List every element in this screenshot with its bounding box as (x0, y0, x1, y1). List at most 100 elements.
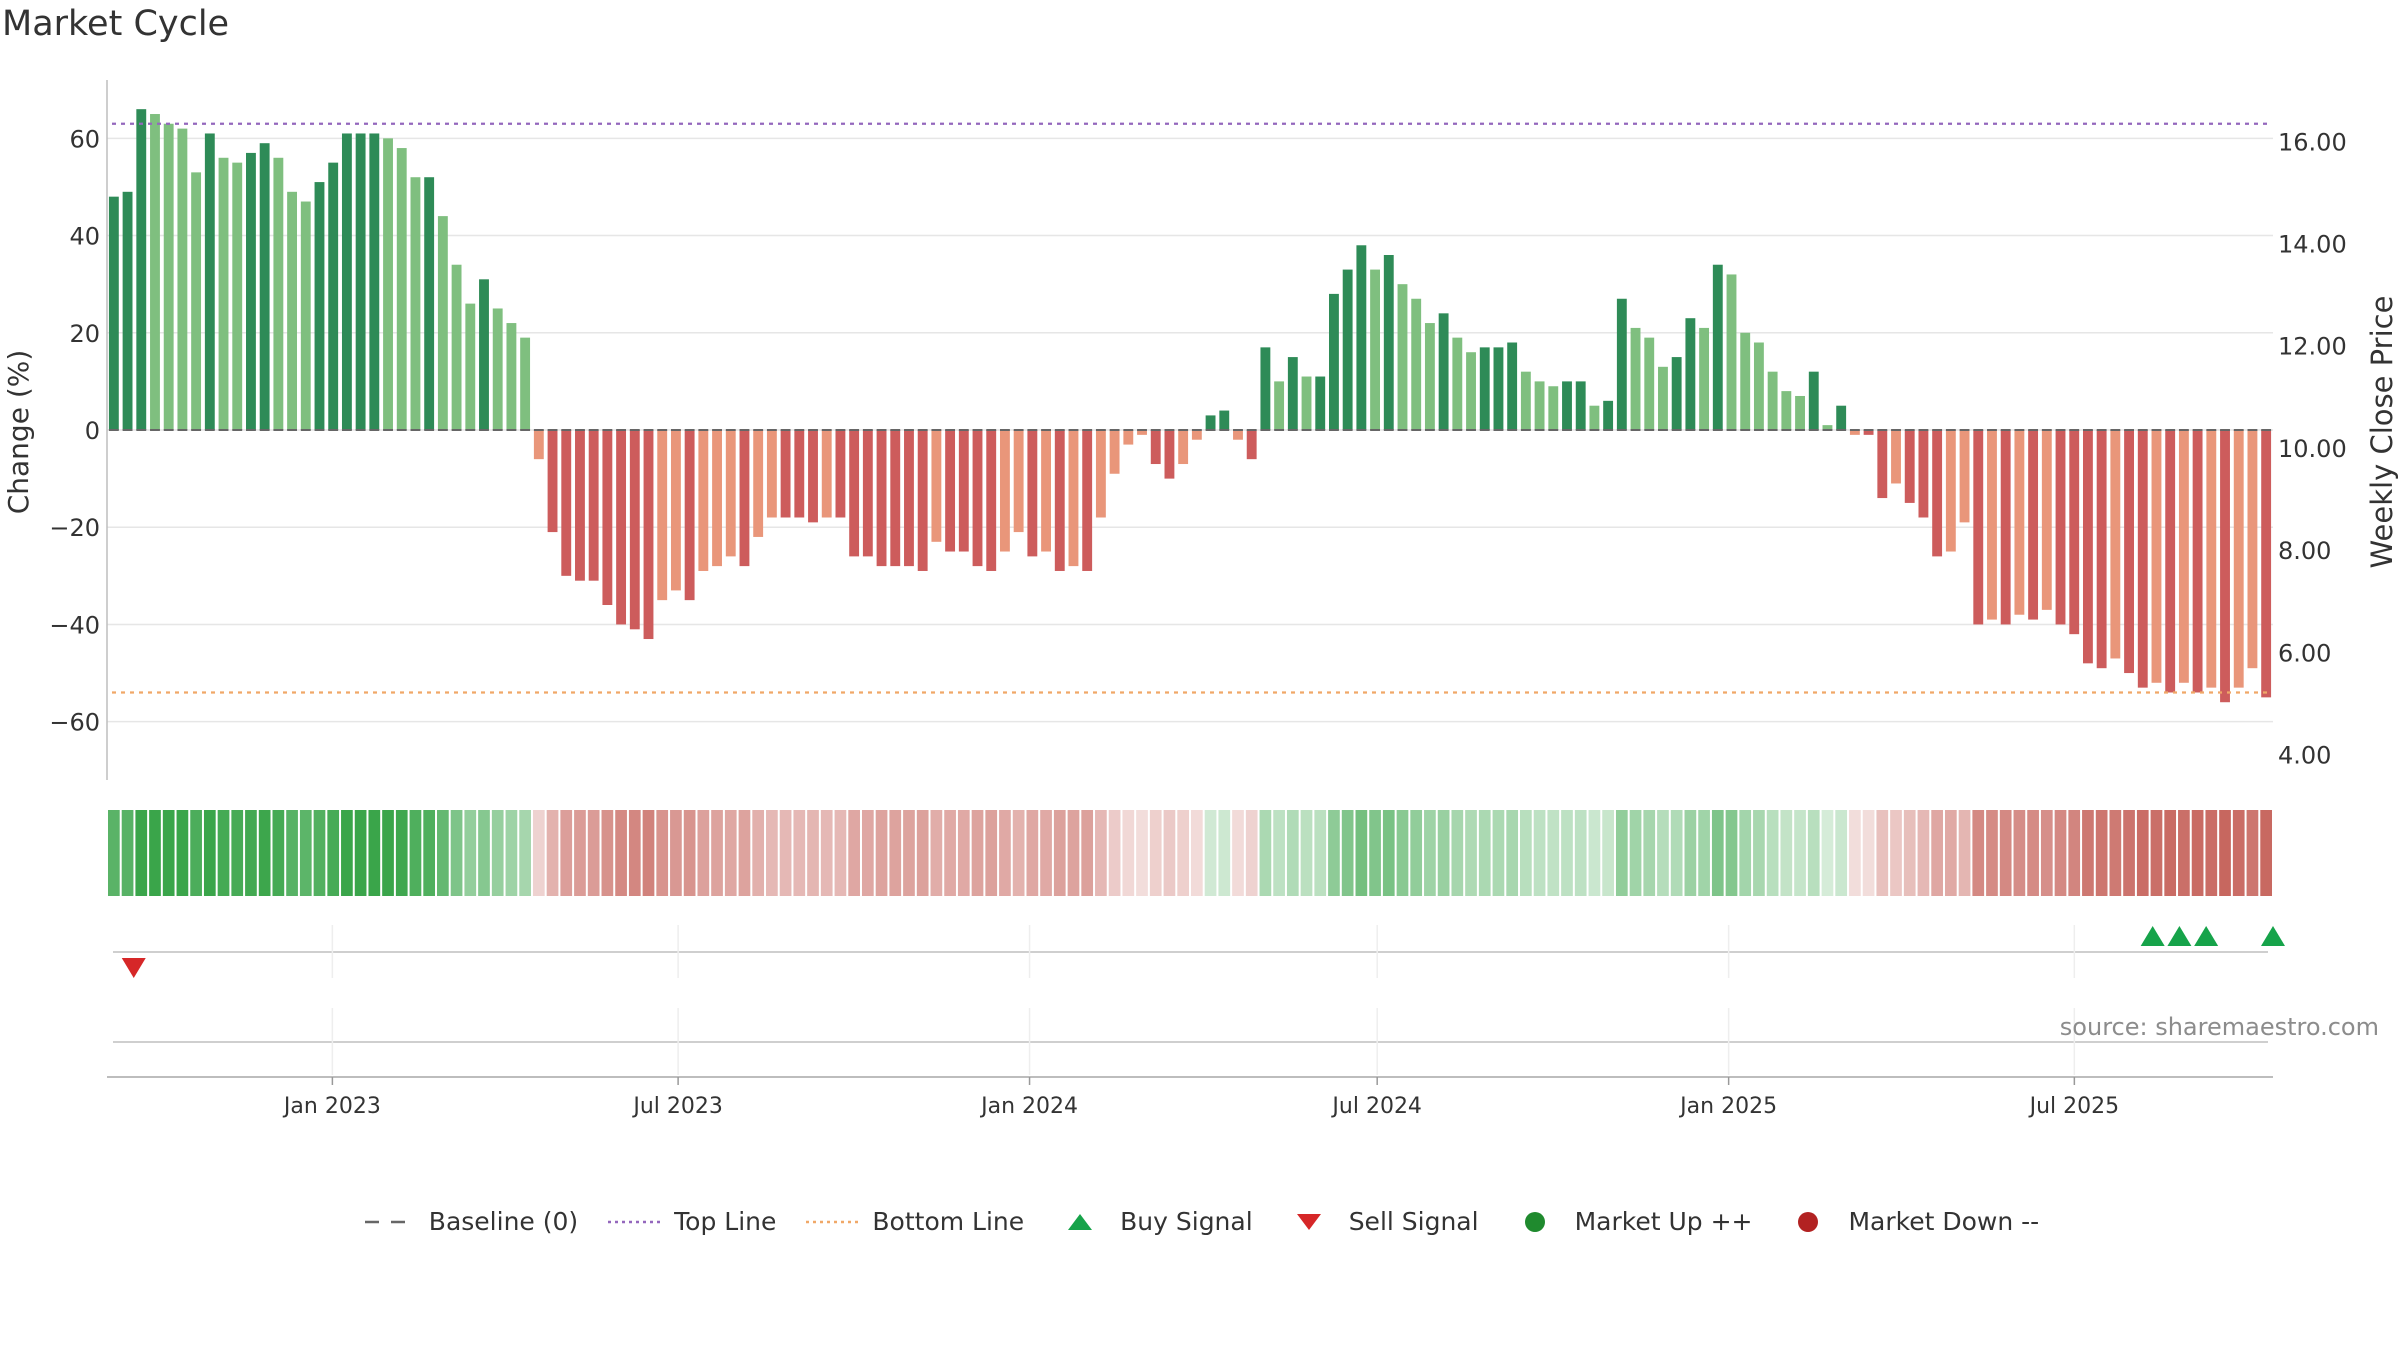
heat-cell (354, 810, 367, 896)
bar (122, 191, 133, 430)
bar (506, 323, 517, 430)
heat-cell (1177, 810, 1189, 896)
bar (1699, 327, 1710, 430)
heat-cell (711, 810, 723, 896)
heat-cell (1259, 810, 1272, 896)
heat-cell (889, 810, 902, 896)
heat-cell (2260, 810, 2272, 896)
heat-cell (1807, 810, 1820, 896)
bar (355, 133, 366, 430)
heat-cell (409, 810, 422, 896)
bar (1329, 293, 1339, 430)
bar (917, 430, 928, 571)
heat-cell (628, 810, 641, 896)
buy-signal-marker (2140, 926, 2165, 946)
heat-cell (1753, 810, 1765, 896)
bar (1260, 347, 1271, 430)
bar (1164, 430, 1175, 479)
heat-cell (1465, 810, 1477, 896)
heat-cell (245, 810, 257, 896)
heat-cell (2232, 810, 2245, 896)
bar (1877, 430, 1888, 499)
bar (725, 430, 736, 557)
y-tick-label: −60 (49, 709, 100, 737)
bar (1150, 430, 1161, 465)
bar (2028, 430, 2039, 620)
bar (904, 430, 914, 567)
heat-cell (1986, 810, 1998, 896)
bar (1753, 342, 1764, 430)
y-axis-label-right: Weekly Close Price (2365, 296, 2399, 569)
heat-cell (437, 810, 449, 896)
bar (328, 162, 339, 430)
bar (2206, 430, 2217, 688)
heat-cell (848, 810, 860, 896)
bar (986, 430, 997, 571)
bar (1438, 313, 1449, 430)
bar (273, 157, 284, 430)
legend-symbol-triangle-down (1281, 1208, 1337, 1236)
bar (2178, 430, 2189, 683)
heat-cell (1876, 810, 1889, 896)
heat-cell (2013, 810, 2026, 896)
heat-cell (1890, 810, 1902, 896)
x-axis: Jan 2023 Jul 2023 Jan 2024 Jul 2024 Jan 2025… (107, 1076, 2273, 1119)
heat-cell (642, 810, 655, 896)
bar (1945, 430, 1956, 552)
bar (2082, 430, 2093, 664)
bar (163, 123, 174, 430)
bar (616, 430, 627, 625)
bar (1095, 430, 1106, 518)
heat-cell (1232, 810, 1244, 896)
heat-cell (738, 810, 751, 896)
heat-cell (1780, 810, 1793, 896)
heat-cell (1766, 810, 1779, 896)
heat-cell (560, 810, 573, 896)
y-tick-label: −20 (49, 514, 100, 542)
bar (1287, 357, 1298, 430)
bar (2096, 430, 2107, 669)
bar (712, 430, 722, 567)
bar (2261, 430, 2272, 698)
heat-cell (1972, 810, 1985, 896)
heat-cell (2136, 810, 2149, 896)
heat-cell (108, 810, 120, 896)
bar (191, 172, 202, 430)
bar (657, 430, 668, 601)
bar (300, 201, 311, 430)
bar (1644, 337, 1655, 430)
heat-cell (532, 810, 545, 896)
heat-cell (779, 810, 792, 896)
heat-cell (1204, 810, 1217, 896)
bar (1068, 430, 1079, 567)
heat-cell (1492, 810, 1505, 896)
heat-cell (1520, 810, 1532, 896)
heat-cell (1328, 810, 1340, 896)
bar (1658, 366, 1668, 430)
bar (1918, 430, 1929, 518)
y2-tick-label: 4.00 (2278, 741, 2331, 769)
bar (1589, 405, 1600, 430)
bar (753, 430, 764, 537)
heat-cell (999, 810, 1011, 896)
heat-cell (724, 810, 737, 896)
heat-cell (519, 810, 531, 896)
heat-cell (2246, 810, 2259, 896)
heat-cell (1849, 810, 1861, 896)
heat-cell (1574, 810, 1587, 896)
heat-cell (1163, 810, 1176, 896)
heat-cell (615, 810, 627, 896)
heat-cell (2027, 810, 2039, 896)
bar (1836, 405, 1847, 430)
x-tick-label: Jul 2024 (1330, 1094, 1422, 1119)
bar (1246, 430, 1257, 460)
bar (369, 133, 380, 430)
bar (1383, 255, 1394, 430)
legend-item: Buy Signal (1052, 1207, 1253, 1236)
bar (684, 430, 695, 601)
heat-cell (286, 810, 298, 896)
heat-cell (916, 810, 929, 896)
heat-cell (2054, 810, 2067, 896)
heat-cell (1424, 810, 1436, 896)
bar (1863, 430, 1874, 435)
